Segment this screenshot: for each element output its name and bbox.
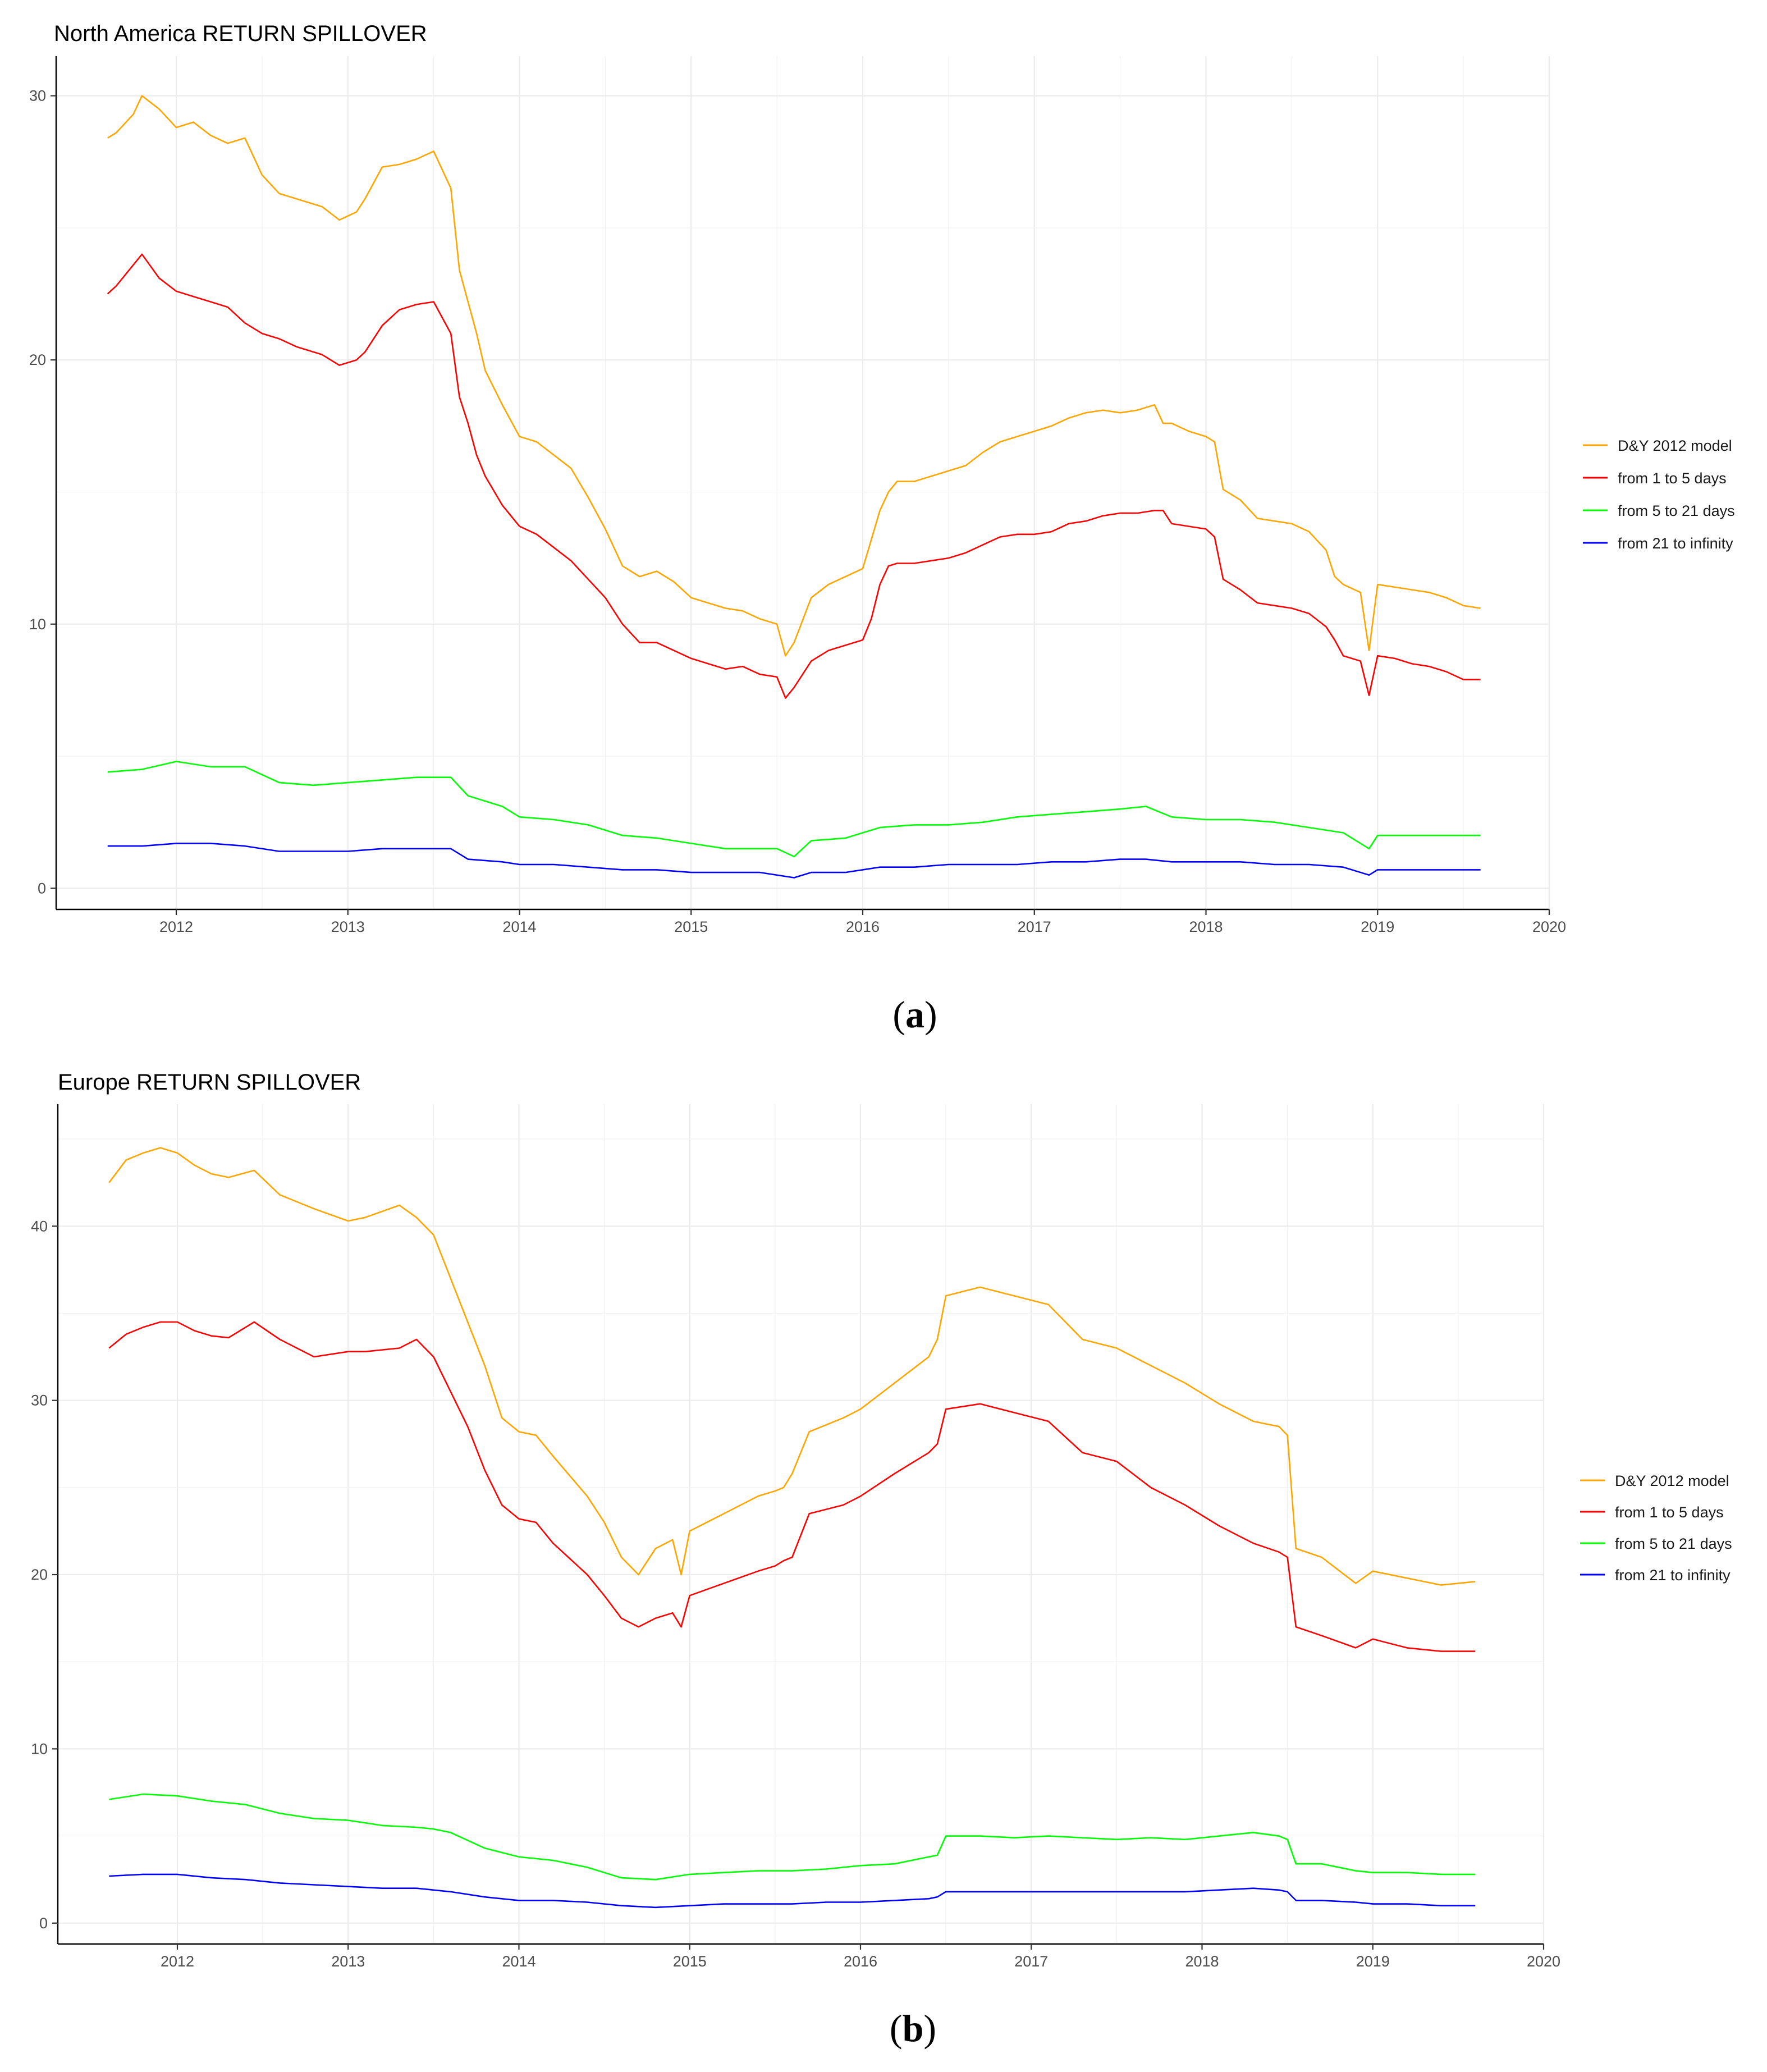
y-tick-label: 30 [29, 88, 46, 104]
x-tick-label: 2019 [1356, 1953, 1390, 1970]
series-line-from-21-to-infinity [107, 843, 1481, 879]
legend-label: from 1 to 5 days [1618, 470, 1727, 487]
legend-label: from 5 to 21 days [1615, 1535, 1732, 1552]
legend: D&Y 2012 model from 1 to 5 days from 5 to … [1583, 437, 1735, 552]
y-tick-label: 0 [38, 880, 46, 897]
panel-caption-letter: a [905, 993, 924, 1036]
series-line-from-1-to-5-days [107, 253, 1481, 699]
series-line-from-21-to-infinity [109, 1873, 1476, 1909]
panel-caption-letter: b [903, 2007, 924, 2050]
panel-caption: (a) [892, 993, 937, 1036]
x-tick-label: 2015 [674, 918, 708, 935]
x-tick-label: 2014 [502, 1953, 535, 1970]
legend-label: D&Y 2012 model [1618, 437, 1732, 454]
y-tick-label: 20 [29, 351, 46, 368]
x-tick-label: 2012 [159, 918, 193, 935]
y-tick-label: 40 [31, 1218, 48, 1234]
legend-label: from 1 to 5 days [1615, 1504, 1724, 1521]
x-tick-label: 2020 [1527, 1953, 1560, 1970]
panel-caption: (b) [890, 2007, 936, 2050]
chart-panel-a: North America RETURN SPILLOVER 2012 2013 20… [29, 21, 1735, 1036]
series-line-d-y-2012-model [107, 95, 1481, 657]
series-line-from-5-to-21-days [107, 761, 1481, 858]
y-tick-label: 0 [39, 1915, 48, 1932]
gridlines [56, 56, 1550, 909]
chart-title: North America RETURN SPILLOVER [54, 21, 427, 46]
y-tick-label: 10 [29, 616, 46, 633]
y-tick-label: 20 [31, 1566, 48, 1583]
x-tick-label: 2019 [1361, 918, 1394, 935]
x-tick-label: 2013 [331, 1953, 365, 1970]
chart-panel-b: Europe RETURN SPILLOVER 2012 2013 2014 2015 2… [31, 1070, 1732, 2050]
x-tick-label: 2013 [331, 918, 365, 935]
x-tick-label: 2015 [673, 1953, 707, 1970]
legend-label: D&Y 2012 model [1615, 1472, 1729, 1489]
y-tick-label: 10 [31, 1740, 48, 1757]
x-tick-label: 2012 [161, 1953, 194, 1970]
legend-label: from 21 to infinity [1615, 1567, 1731, 1584]
y-tick-label: 30 [31, 1392, 48, 1409]
legend-label: from 5 to 21 days [1618, 502, 1735, 519]
gridlines [58, 1104, 1545, 1944]
series-line-d-y-2012-model [108, 1147, 1476, 1586]
x-tick-label: 2016 [846, 918, 880, 935]
x-tick-label: 2014 [502, 918, 536, 935]
legend: D&Y 2012 model from 1 to 5 days from 5 to … [1580, 1472, 1732, 1584]
x-tick-label: 2016 [844, 1953, 877, 1970]
x-tick-label: 2020 [1532, 918, 1566, 935]
legend-label: from 21 to infinity [1618, 535, 1733, 552]
series-line-from-1-to-5-days [108, 1321, 1476, 1652]
x-tick-label: 2017 [1018, 918, 1051, 935]
x-tick-label: 2018 [1189, 918, 1223, 935]
x-tick-label: 2018 [1185, 1953, 1219, 1970]
chart-title: Europe RETURN SPILLOVER [58, 1070, 361, 1095]
series-line-from-5-to-21-days [109, 1793, 1476, 1881]
x-tick-label: 2017 [1014, 1953, 1048, 1970]
